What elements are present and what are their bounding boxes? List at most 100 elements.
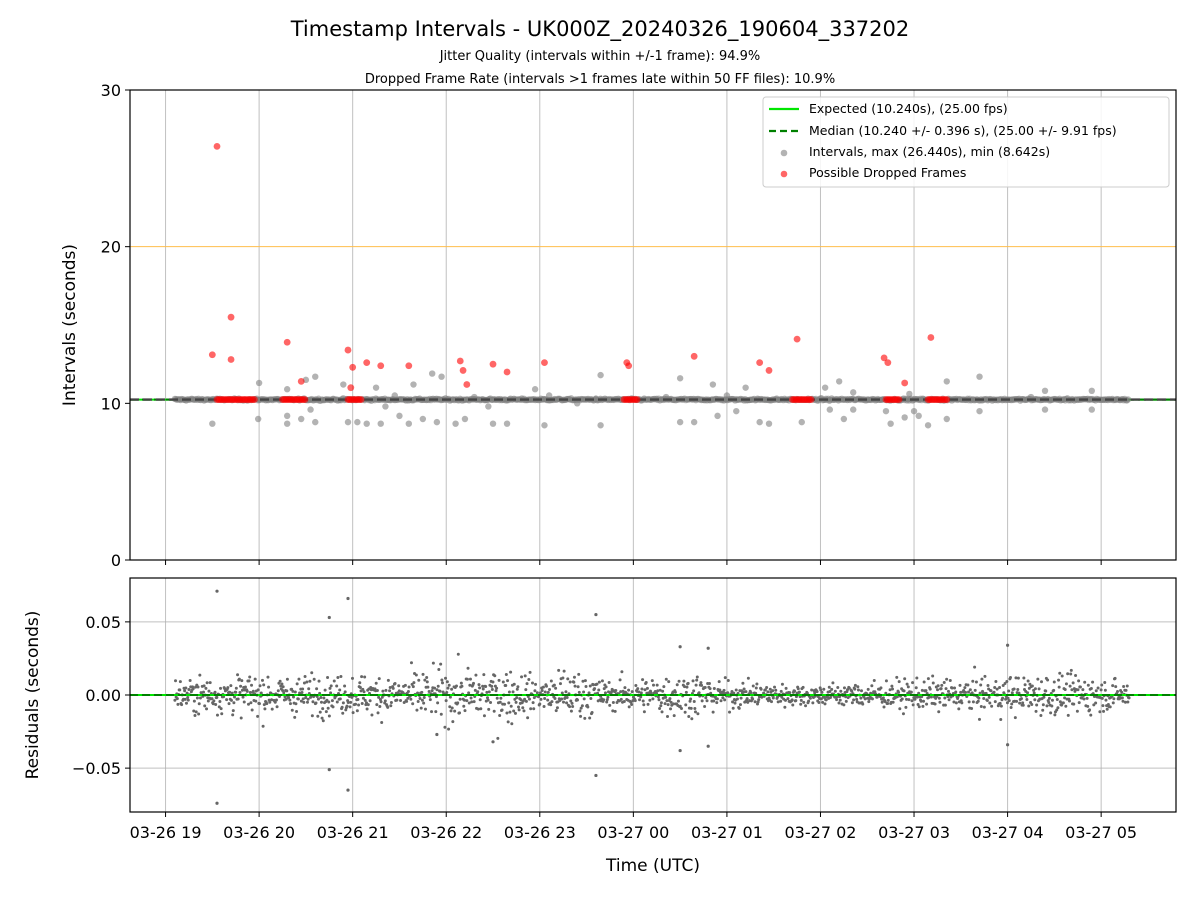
residual-point bbox=[1104, 698, 1108, 702]
residual-point bbox=[534, 682, 538, 686]
residual-point bbox=[948, 679, 952, 683]
residual-point bbox=[685, 685, 689, 689]
legend-dropped-label: Possible Dropped Frames bbox=[809, 165, 966, 180]
residual-point bbox=[377, 695, 381, 699]
residual-point bbox=[1018, 701, 1022, 705]
interval-point bbox=[1088, 387, 1095, 394]
x-tick-label: 03-27 03 bbox=[878, 823, 950, 842]
residual-point bbox=[678, 748, 682, 753]
residual-point bbox=[937, 710, 941, 714]
residual-point bbox=[460, 684, 464, 688]
dropped-frame-point bbox=[690, 352, 698, 360]
residual-point bbox=[661, 689, 665, 693]
residual-point bbox=[343, 684, 347, 688]
interval-point bbox=[976, 373, 983, 380]
residual-point bbox=[496, 736, 500, 740]
residual-point bbox=[1039, 714, 1043, 718]
interval-point bbox=[307, 406, 314, 413]
interval-point bbox=[391, 392, 398, 399]
residual-point bbox=[449, 709, 453, 713]
interval-point bbox=[906, 390, 913, 398]
residual-point bbox=[415, 708, 419, 712]
residual-point bbox=[218, 700, 222, 704]
residual-point bbox=[584, 684, 588, 688]
residual-point bbox=[250, 708, 254, 712]
residual-point bbox=[836, 685, 840, 689]
residual-point bbox=[273, 700, 277, 704]
residual-point bbox=[1032, 691, 1036, 695]
residual-point bbox=[448, 695, 452, 699]
residual-point bbox=[810, 688, 814, 692]
residual-point bbox=[316, 697, 320, 701]
residual-point bbox=[786, 697, 790, 701]
residual-point bbox=[458, 697, 462, 701]
residual-point bbox=[234, 690, 238, 694]
dropped-frame-point bbox=[489, 360, 497, 368]
residual-point bbox=[297, 677, 301, 681]
interval-point bbox=[924, 422, 932, 429]
residual-point bbox=[694, 683, 698, 687]
residual-point bbox=[684, 690, 688, 694]
residual-point bbox=[700, 683, 704, 687]
interval-point bbox=[254, 415, 262, 423]
residual-point bbox=[667, 680, 671, 684]
residual-point bbox=[627, 688, 631, 692]
residual-point bbox=[341, 701, 345, 705]
residual-point bbox=[212, 699, 216, 703]
residual-point bbox=[630, 690, 634, 694]
residual-point bbox=[1096, 686, 1100, 690]
residual-point bbox=[265, 702, 269, 706]
residual-point bbox=[270, 707, 274, 711]
residual-point bbox=[929, 695, 933, 699]
residual-point bbox=[527, 677, 531, 681]
residual-point bbox=[739, 696, 743, 700]
residual-point bbox=[575, 698, 579, 702]
residual-point bbox=[728, 710, 732, 714]
residual-point bbox=[240, 679, 244, 683]
residual-point bbox=[666, 714, 670, 718]
residual-point bbox=[652, 683, 656, 687]
residual-point bbox=[192, 699, 196, 703]
residual-point bbox=[254, 699, 258, 703]
residual-point bbox=[505, 711, 509, 715]
residual-point bbox=[833, 689, 837, 693]
residual-point bbox=[370, 713, 374, 717]
residual-point bbox=[202, 684, 206, 688]
dropped-frame-point bbox=[633, 396, 641, 403]
residual-point bbox=[999, 718, 1003, 722]
residual-point bbox=[228, 690, 232, 694]
residual-point bbox=[890, 684, 894, 688]
residual-point bbox=[1030, 684, 1034, 688]
residual-point bbox=[326, 706, 330, 710]
residual-point bbox=[365, 707, 369, 711]
residual-point bbox=[589, 696, 593, 700]
dropped-frame-point bbox=[357, 396, 365, 403]
residual-point bbox=[884, 679, 888, 683]
residual-point bbox=[344, 708, 348, 712]
residual-point bbox=[718, 688, 722, 692]
residual-point bbox=[853, 687, 857, 691]
residual-point bbox=[1046, 678, 1050, 682]
residual-point bbox=[312, 677, 316, 681]
residual-point bbox=[1027, 704, 1031, 708]
residual-point bbox=[756, 700, 760, 704]
residual-point bbox=[532, 707, 536, 711]
residual-point bbox=[1081, 688, 1085, 692]
residual-point bbox=[820, 690, 824, 694]
residual-point bbox=[819, 688, 823, 692]
residual-point bbox=[175, 697, 179, 701]
residual-point bbox=[811, 701, 815, 705]
dropped-frame-point bbox=[301, 396, 309, 403]
residual-point bbox=[184, 701, 188, 705]
residual-point bbox=[581, 679, 585, 683]
residual-point bbox=[922, 699, 926, 703]
interval-point bbox=[821, 384, 829, 391]
residual-point bbox=[562, 669, 566, 673]
interval-point bbox=[312, 373, 319, 380]
residual-point bbox=[640, 687, 644, 691]
residual-point bbox=[726, 679, 730, 683]
intervals-y-ticks: 0 10 20 30 bbox=[101, 81, 130, 570]
residual-point bbox=[258, 684, 262, 688]
residual-point bbox=[1072, 702, 1076, 706]
